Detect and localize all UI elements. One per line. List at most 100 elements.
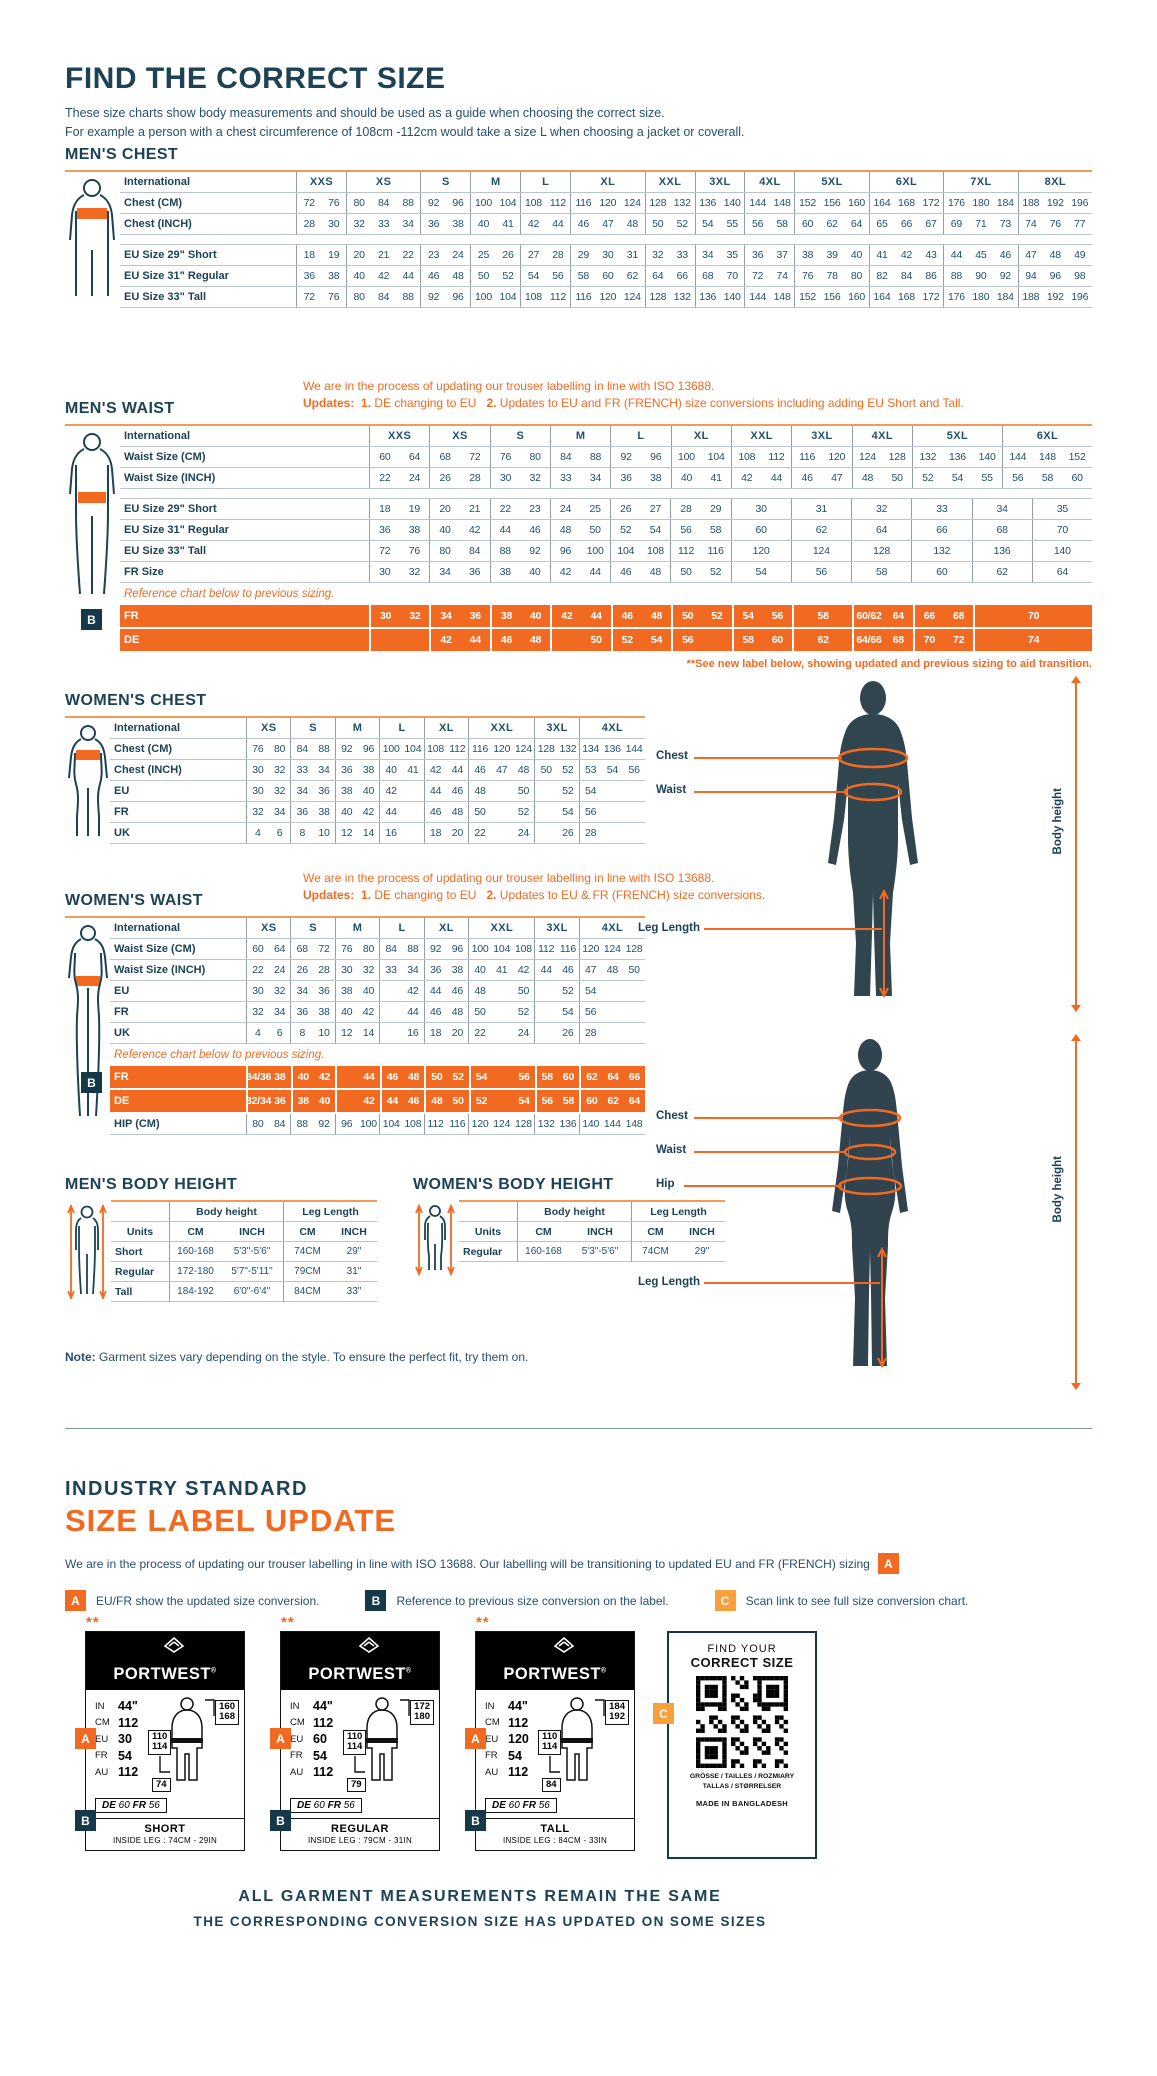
size-value: 46 [801,472,813,484]
size-value: 23 [529,503,541,515]
size-list-row: CM 112 [95,1715,139,1730]
size-value: 24 [559,503,572,515]
bh-cell: 5'3"-5'6" [221,1242,283,1262]
size-value: 88 [499,545,511,557]
inside-leg: INSIDE LEG : 74CM - 29IN [112,1836,218,1845]
size-value: 5XL [946,430,969,442]
size-cell: 74 76 77 [1017,214,1092,234]
size-value: 64 [607,1071,619,1083]
size-value: 50 [452,1095,464,1107]
size-value: 30 [252,764,264,776]
size-cell: 4XL [851,426,912,446]
size-value: 42 [429,764,442,776]
row-label: International [124,176,191,188]
size-cell: 128 132 [644,193,695,213]
table-row: FR 32 34 36 38 40 42 44 46 48 50 52 54 56 [110,1002,645,1023]
size-cell: 3XL [791,426,851,446]
size-cell: 38 40 [489,605,550,627]
size-value: 128 [537,743,555,755]
size-list: IN 44" CM 112 EU 120 FR 54 AU 112 [485,1698,529,1781]
size-value: 8XL [1044,176,1066,188]
size-value: 3XL [709,176,731,188]
table-row: EU Size 29" Short 18 19 20 21 22 23 24 25 26 27 28 2… [120,245,1092,266]
size-value: 64 [850,218,863,230]
size-cell: 8XL [1017,172,1092,192]
section-heading: WOMEN'S BODY HEIGHT [413,1176,614,1193]
size-value: 64 [628,1095,641,1107]
size-value [602,802,624,822]
size-cell: 100 104 [670,447,731,467]
size-value: 84 [469,545,481,557]
size-value: S [309,922,318,934]
size-value: 32 [875,503,888,515]
footer-line-2: THE CORRESPONDING CONVERSION SIZE HAS UP… [193,1914,767,1929]
bh-cell: 74CM [631,1242,679,1262]
size-cell: 44 45 46 [943,245,1017,265]
size-cell: 34 36 [429,562,489,582]
size-value: 52 [475,1095,488,1107]
size-value: 156 [823,197,841,209]
size-value: 52 [621,634,633,646]
leg-length-connector [704,928,882,930]
size-cell: 140 144 148 [578,1114,645,1134]
size-cell: 48 50 [468,981,534,1001]
size-value: 42 [561,610,573,622]
size-cell: 32 [851,499,911,519]
size-value: 92 [427,291,440,303]
table-row: Waist Size (INCH) 22 24 26 28 30 32 33 34 36 38 40 4… [120,468,1092,489]
size-value: 46 [562,964,574,976]
size-value: 104 [707,451,725,463]
size-value: 132 [673,291,691,303]
fit-name: REGULAR [331,1823,389,1835]
size-cell: 72 76 [296,193,346,213]
size-cell: 52 54 [468,1090,535,1112]
size-cell: 40 42 [429,520,489,540]
size-value: 38 [500,610,513,622]
size-value [380,1002,402,1022]
qr-card-line1: FIND YOUR [707,1643,777,1655]
size-value: XXL [750,430,773,442]
table-row: Chest (INCH) 30 32 33 34 36 38 40 41 42 44 46 47 48 50… [110,760,645,781]
industry-standard-heading: INDUSTRY STANDARD [65,1478,308,1500]
size-cell: 33 34 [290,760,334,780]
size-cell [369,629,429,651]
size-value: 34 [407,964,419,976]
size-cell: 41 42 43 [868,245,943,265]
size-cell: 50 52 [468,802,534,822]
size-cell: 56 58 [670,520,730,540]
size-cell: 72 76 [296,287,346,307]
size-value: XXS [309,176,334,188]
size-value: 192 [1046,291,1064,303]
size-list-row: EU 60 [290,1732,327,1747]
size-list-row: FR 54 [290,1748,327,1763]
size-value: 168 [898,291,915,303]
size-cell: 34 36 [429,605,489,627]
table-row: Waist Size (CM) 60 64 68 72 76 80 84 88 92 96 100 10… [110,939,645,960]
height-measure-box: 160 168 [215,1700,239,1725]
size-value: 41 [502,218,514,230]
mini-figure-icon [549,1697,605,1781]
size-value: 88 [950,270,963,282]
size-value: 62 [817,634,829,646]
bh-cell: Body height [517,1202,631,1222]
size-value: 52 [452,1071,464,1083]
table-row: FR 32 34 36 38 40 42 44 46 48 50 52 54 56 [110,802,645,823]
size-cell: XS [345,172,420,192]
size-value: 112 [768,451,785,463]
size-value: 70 [726,270,738,282]
size-value: 116 [575,291,592,303]
size-value: 40 [341,806,353,818]
size-value: 44 [407,1006,419,1018]
footer-line-1: ALL GARMENT MEASUREMENTS REMAIN THE SAME [238,1888,722,1905]
size-cell: 68 72 [429,447,489,467]
size-cell: 40 42 44 [345,266,420,286]
size-value: 77 [1074,218,1086,230]
size-cell: L [610,426,670,446]
size-cell: 22 24 [369,468,429,488]
size-cell: 72 74 [744,266,794,286]
bh-cell: 74CM [283,1242,331,1262]
size-list-row: IN 44" [290,1699,333,1714]
badge-b: B [365,1590,387,1611]
size-value: 96 [650,451,662,463]
size-value: 148 [625,1118,643,1130]
